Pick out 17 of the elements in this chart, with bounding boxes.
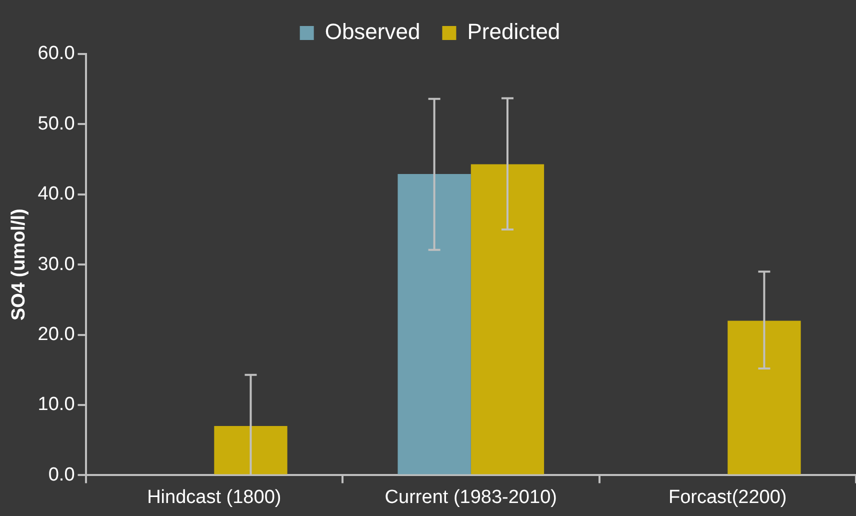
y-tick-label: 20.0: [38, 324, 75, 346]
y-tick-label: 10.0: [38, 394, 75, 416]
x-tick-label: Hindcast (1800): [147, 486, 282, 508]
bar: [728, 320, 801, 474]
y-tick-label: 50.0: [38, 113, 75, 134]
bar: [398, 174, 471, 474]
legend-label: Observed: [324, 19, 420, 44]
y-tick-label: 40.0: [38, 184, 75, 205]
y-axis-title: SO4 (umol/l): [8, 208, 30, 321]
bar: [214, 426, 288, 474]
x-tick-label: Current (1983-2010): [384, 486, 557, 508]
y-tick-label: 60.0: [38, 43, 75, 64]
bar: [470, 164, 544, 474]
y-tick-label: 0.0: [48, 464, 75, 486]
y-tick-label: 30.0: [38, 254, 75, 275]
legend-label: Predicted: [467, 19, 560, 44]
x-tick-label: Forcast(2200): [668, 486, 787, 508]
